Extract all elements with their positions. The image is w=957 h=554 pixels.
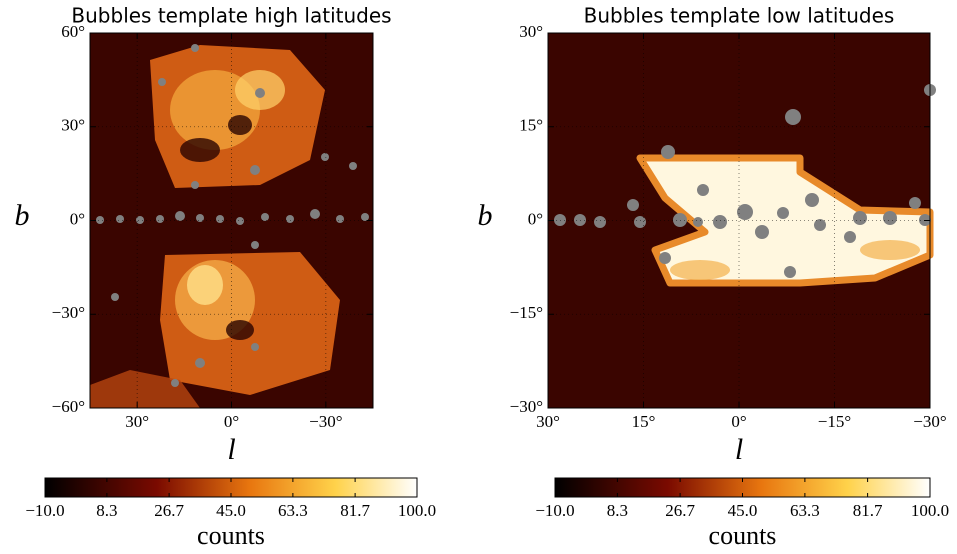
x-tick-label: 30° xyxy=(125,412,149,431)
colorbar-tick-label: −10.0 xyxy=(535,501,574,520)
colorbar-label: counts xyxy=(197,521,265,550)
y-axis-label: b xyxy=(478,199,493,232)
colorbar-tick-label: 81.7 xyxy=(340,501,370,520)
y-tick-label: 0° xyxy=(528,209,543,228)
x-axis-label: l xyxy=(227,433,235,466)
x-axis-label: l xyxy=(735,433,743,466)
y-tick-label: 15° xyxy=(519,116,543,135)
colorbar-tick-label: 45.0 xyxy=(728,501,758,520)
chart-title: Bubbles template low latitudes xyxy=(584,4,895,28)
colorbar-label: counts xyxy=(709,521,777,550)
y-tick-label: 60° xyxy=(61,22,85,41)
map-low xyxy=(548,33,936,408)
colorbar-tick-label: 8.3 xyxy=(96,501,117,520)
chart-title: Bubbles template high latitudes xyxy=(71,4,391,28)
colorbar-tick-label: 100.0 xyxy=(911,501,949,520)
y-tick-label: −30° xyxy=(510,397,543,416)
colorbar-tick-label: 81.7 xyxy=(853,501,883,520)
y-axis-label: b xyxy=(15,199,30,232)
x-tick-label: −15° xyxy=(818,412,851,431)
colorbar-tick-label: 45.0 xyxy=(216,501,246,520)
y-tick-label: 30° xyxy=(61,116,85,135)
colorbar-tick-label: −10.0 xyxy=(25,501,64,520)
x-tick-label: 30° xyxy=(536,412,560,431)
y-tick-label: 30° xyxy=(519,22,543,41)
y-tick-label: −30° xyxy=(52,303,85,322)
colorbar-tick-label: 26.7 xyxy=(154,501,184,520)
colorbar-tick-label: 63.3 xyxy=(278,501,308,520)
colorbar-tick-label: 8.3 xyxy=(607,501,628,520)
map-high xyxy=(90,33,373,408)
x-tick-label: 15° xyxy=(632,412,656,431)
x-tick-label: −30° xyxy=(309,412,342,431)
y-tick-label: −60° xyxy=(52,397,85,416)
x-tick-label: 0° xyxy=(224,412,239,431)
y-tick-label: 0° xyxy=(70,209,85,228)
y-tick-label: −15° xyxy=(510,303,543,322)
x-tick-label: 0° xyxy=(731,412,746,431)
colorbar-tick-label: 63.3 xyxy=(790,501,820,520)
colorbar-tick-label: 26.7 xyxy=(665,501,695,520)
colorbar-tick-label: 100.0 xyxy=(398,501,436,520)
x-tick-label: −30° xyxy=(913,412,946,431)
